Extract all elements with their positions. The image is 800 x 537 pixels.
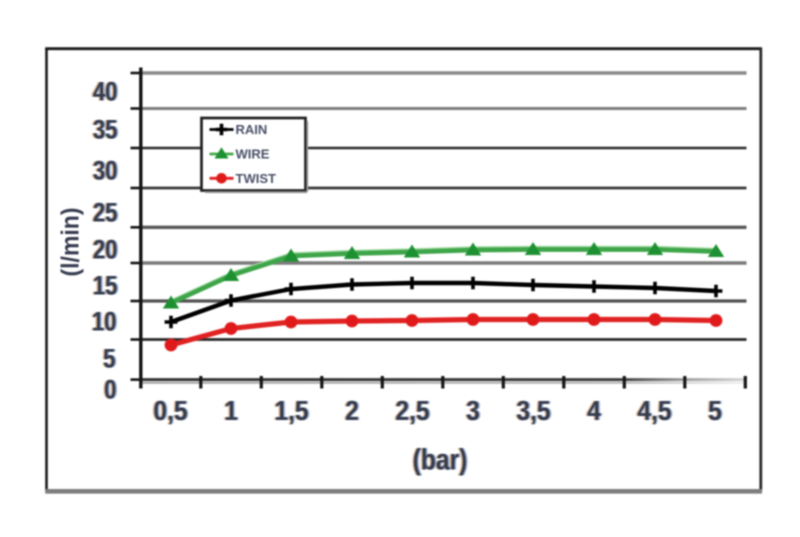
svg-text:35: 35 xyxy=(91,116,116,146)
svg-text:4: 4 xyxy=(586,395,600,427)
svg-text:5: 5 xyxy=(710,395,724,427)
svg-text:40: 40 xyxy=(91,78,116,108)
svg-text:25: 25 xyxy=(91,199,116,229)
svg-text:35: 35 xyxy=(93,116,118,146)
svg-text:3: 3 xyxy=(466,395,480,427)
svg-text:2,5: 2,5 xyxy=(397,395,431,427)
svg-text:(l/min): (l/min) xyxy=(56,208,84,277)
svg-text:40: 40 xyxy=(94,78,119,108)
svg-text:4,5: 4,5 xyxy=(636,395,670,427)
svg-text:10: 10 xyxy=(92,308,117,338)
svg-text:5: 5 xyxy=(707,395,721,427)
svg-text:3,5: 3,5 xyxy=(516,395,550,427)
svg-text:1,5: 1,5 xyxy=(274,395,308,427)
svg-text:10: 10 xyxy=(93,308,118,338)
svg-text:1: 1 xyxy=(223,395,237,427)
svg-text:4,5: 4,5 xyxy=(639,395,673,427)
svg-text:15: 15 xyxy=(91,272,116,302)
svg-text:2: 2 xyxy=(344,395,358,427)
svg-text:20: 20 xyxy=(93,236,118,266)
svg-text:2: 2 xyxy=(347,395,361,427)
svg-text:1: 1 xyxy=(224,395,238,427)
svg-text:4,5: 4,5 xyxy=(637,395,671,427)
svg-text:30: 30 xyxy=(91,157,116,187)
svg-text:2,5: 2,5 xyxy=(395,395,429,427)
svg-text:25: 25 xyxy=(94,199,119,229)
svg-text:40: 40 xyxy=(93,78,118,108)
svg-text:4: 4 xyxy=(589,395,603,427)
svg-text:3: 3 xyxy=(465,395,479,427)
svg-text:3,5: 3,5 xyxy=(515,395,549,427)
svg-text:30: 30 xyxy=(94,157,119,187)
svg-text:5: 5 xyxy=(103,345,116,375)
svg-text:15: 15 xyxy=(94,272,119,302)
svg-text:WIRE: WIRE xyxy=(236,147,270,162)
svg-text:5: 5 xyxy=(105,345,118,375)
svg-text:2,5: 2,5 xyxy=(394,395,428,427)
svg-text:3,5: 3,5 xyxy=(518,395,552,427)
svg-text:RAIN: RAIN xyxy=(236,122,268,137)
svg-text:10: 10 xyxy=(90,308,115,338)
svg-text:20: 20 xyxy=(94,236,119,266)
svg-text:1,5: 1,5 xyxy=(273,395,307,427)
svg-text:1,5: 1,5 xyxy=(276,395,310,427)
svg-text:2: 2 xyxy=(345,395,359,427)
svg-text:TWIST: TWIST xyxy=(236,171,276,186)
svg-text:35: 35 xyxy=(94,116,119,146)
svg-text:20: 20 xyxy=(91,236,116,266)
svg-text:0,5: 0,5 xyxy=(153,395,187,427)
svg-text:30: 30 xyxy=(93,157,118,187)
svg-text:(bar): (bar) xyxy=(411,442,466,476)
svg-text:0: 0 xyxy=(106,376,118,406)
svg-text:4: 4 xyxy=(587,395,601,427)
svg-text:0: 0 xyxy=(104,376,116,406)
svg-text:(bar): (bar) xyxy=(413,442,468,476)
svg-text:(bar): (bar) xyxy=(414,442,469,476)
svg-text:5: 5 xyxy=(102,345,115,375)
svg-text:1: 1 xyxy=(226,395,240,427)
svg-text:3: 3 xyxy=(468,395,482,427)
svg-text:5: 5 xyxy=(708,395,722,427)
svg-text:0,5: 0,5 xyxy=(152,395,186,427)
svg-text:0,5: 0,5 xyxy=(155,395,189,427)
svg-text:0: 0 xyxy=(103,376,115,406)
svg-text:25: 25 xyxy=(93,199,118,229)
svg-text:15: 15 xyxy=(93,272,118,302)
